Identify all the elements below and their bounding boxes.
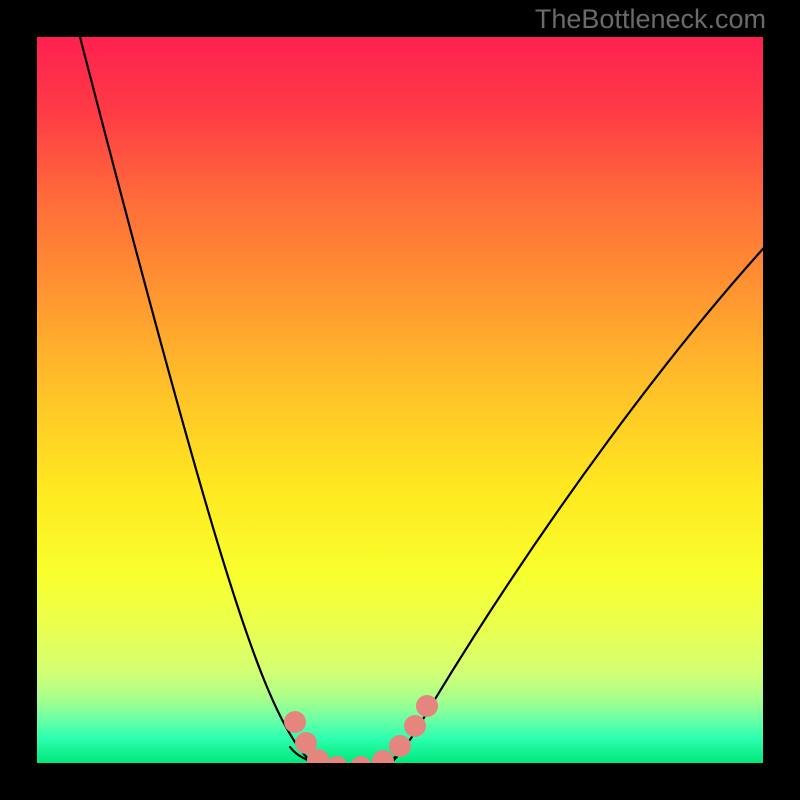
curve-overflow (0, 0, 800, 800)
watermark-text: TheBottleneck.com (535, 4, 766, 35)
canvas: TheBottleneck.com (0, 0, 800, 800)
